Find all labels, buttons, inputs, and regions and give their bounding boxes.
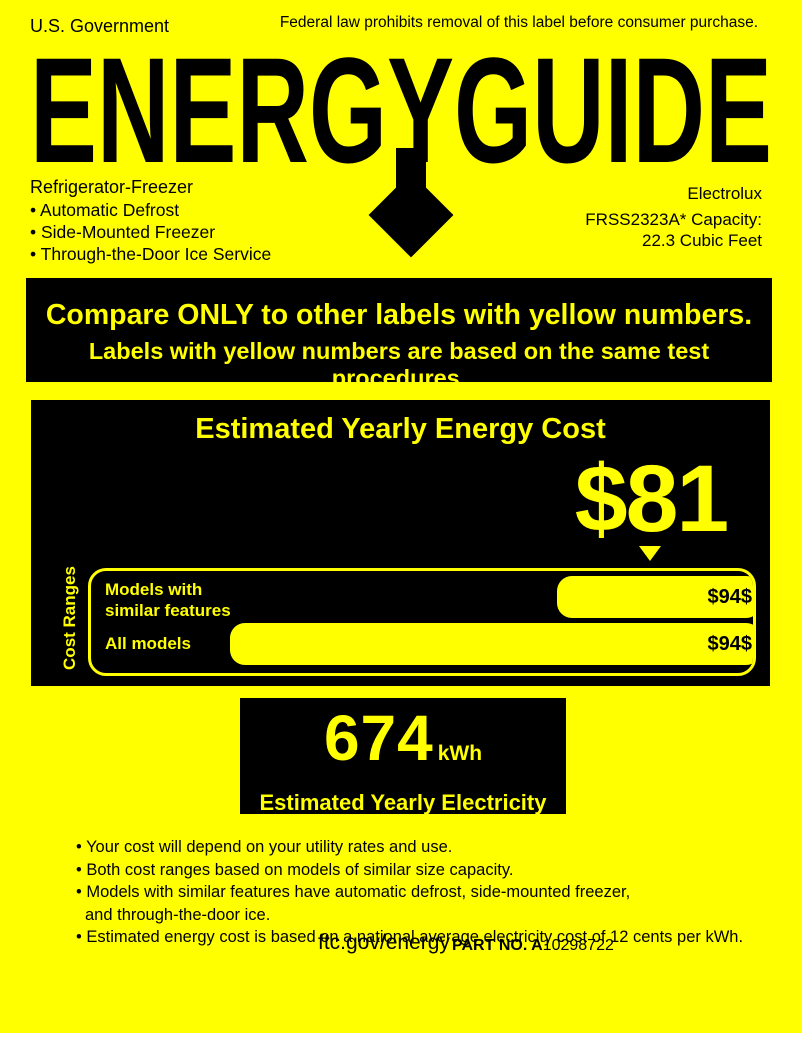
kwh-value: 674 [323, 702, 434, 774]
feature-item: • Through-the-Door Ice Service [30, 244, 272, 264]
similar-models-range-bar: $94$ [557, 576, 753, 618]
cost-ranges-box: Models with similar features $94$ All mo… [88, 568, 756, 676]
part-number-value: 10298722 [542, 937, 614, 954]
similar-models-label-line1: Models with [105, 580, 203, 599]
footnote-item: • Estimated energy cost is based on a na… [76, 928, 744, 946]
feature-item: • Side-Mounted Freezer [30, 222, 216, 242]
feature-list: • Automatic Defrost • Side-Mounted Freez… [30, 199, 271, 265]
brand-block: Electrolux FRSS2323A* Capacity: 22.3 Cub… [585, 183, 762, 251]
brand-name: Electrolux [687, 184, 762, 203]
appliance-type: Refrigerator-Freezer [30, 177, 194, 197]
cost-pointer-icon [639, 546, 661, 561]
compare-banner: Compare ONLY to other labels with yellow… [26, 278, 772, 391]
compare-banner-line1: Compare ONLY to other labels with yellow… [45, 299, 753, 331]
kwh-line: 674 kWh [240, 706, 566, 788]
part-number-line: PART NO. A10298722 [452, 937, 614, 955]
ftc-url[interactable]: ftc.gov/energy [318, 931, 450, 954]
footnote-item: • Models with similar features have auto… [76, 883, 631, 901]
footnote-item: • Both cost ranges based on models of si… [76, 860, 514, 879]
model-capacity-line2: 22.3 Cubic Feet [641, 231, 762, 250]
similar-models-label: Models with similar features [105, 579, 231, 621]
part-number-label: PART NO. A [452, 937, 543, 954]
similar-models-label-line2: similar features [105, 601, 231, 620]
federal-law-notice: Federal law prohibits removal of this la… [279, 14, 758, 31]
cost-section-title: Estimated Yearly Energy Cost [195, 413, 606, 445]
kwh-unit: kWh [437, 742, 483, 765]
cost-ranges-axis-label: Cost Ranges [60, 566, 79, 670]
footnotes: • Your cost will depend on your utility … [76, 836, 743, 949]
us-government-text: U.S. Government [30, 16, 170, 36]
electricity-use-caption: Estimated Yearly Electricity Use [259, 790, 547, 841]
yearly-energy-cost-box: Estimated Yearly Energy Cost $81 Cost Ra… [31, 400, 770, 686]
all-models-label: All models [105, 634, 191, 653]
compare-banner-line2: Labels with yellow numbers are based on … [88, 338, 710, 391]
model-capacity-line1: FRSS2323A* Capacity: [585, 210, 762, 229]
feature-item: • Automatic Defrost [30, 200, 180, 220]
electricity-use-box: 674 kWh Estimated Yearly Electricity Use [240, 698, 566, 841]
down-arrow-head-icon [368, 172, 454, 258]
footnote-item: • Your cost will depend on your utility … [76, 838, 453, 856]
estimated-yearly-cost-value: $81 [574, 446, 730, 552]
footnote-continuation: and through-the-door ice. [85, 905, 271, 924]
all-models-range-bar: $94$ [230, 623, 753, 665]
